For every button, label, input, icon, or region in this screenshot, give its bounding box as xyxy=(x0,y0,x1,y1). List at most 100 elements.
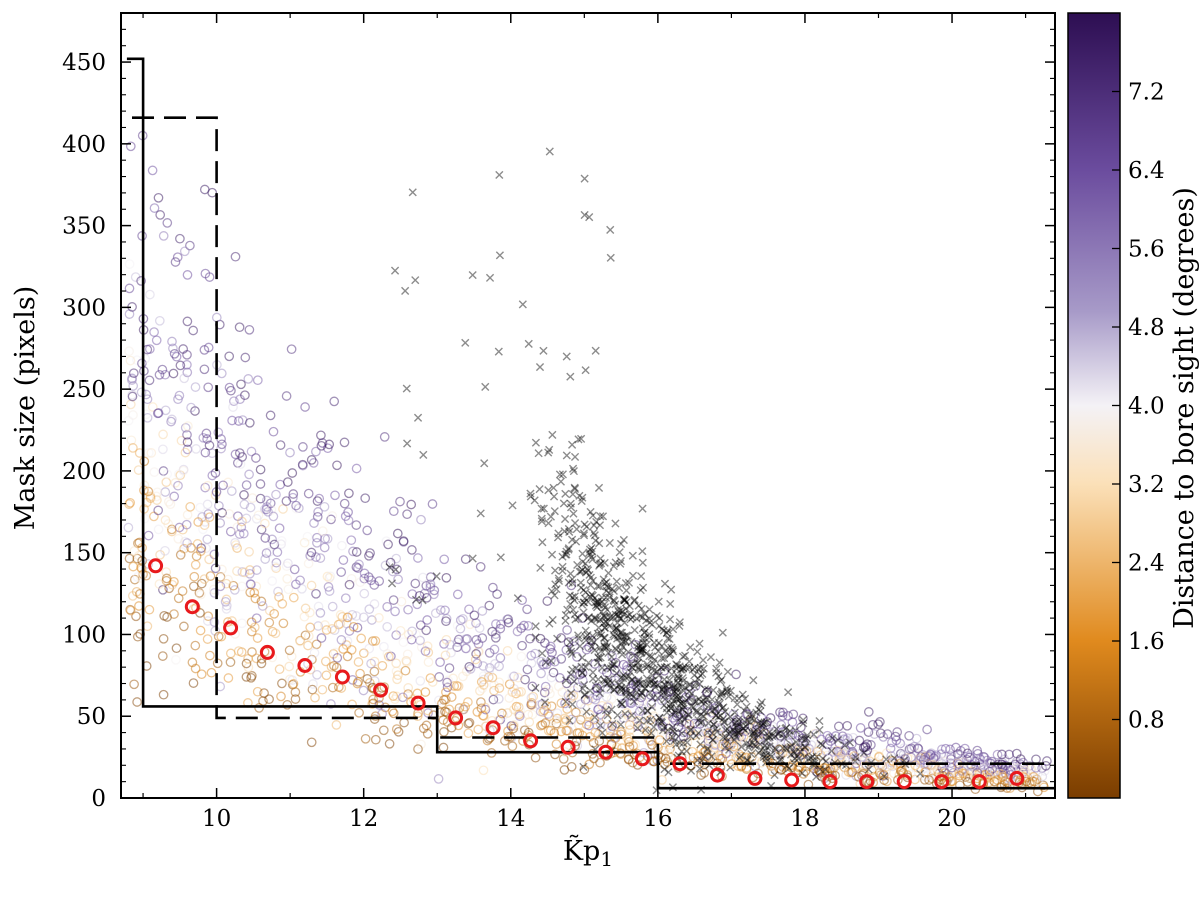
target-circle xyxy=(855,723,866,733)
outlier-x xyxy=(612,623,621,632)
outlier-x xyxy=(590,713,599,722)
target-circle xyxy=(410,629,421,640)
target-circle xyxy=(129,679,139,690)
outlier-x xyxy=(537,517,546,526)
outlier-x xyxy=(601,638,611,648)
target-circle xyxy=(676,717,687,727)
outlier-x xyxy=(714,672,723,681)
target-circle xyxy=(124,346,134,357)
target-circle xyxy=(559,717,570,728)
outlier-x xyxy=(538,538,547,547)
outlier-x xyxy=(578,600,587,609)
target-circle xyxy=(477,683,488,694)
outlier-x xyxy=(698,717,707,727)
target-circle xyxy=(319,542,330,553)
outlier-x xyxy=(559,499,568,508)
outlier-x xyxy=(594,654,603,663)
target-circle xyxy=(312,669,322,680)
target-circle xyxy=(478,765,489,776)
outlier-x xyxy=(678,663,688,672)
outlier-x xyxy=(581,588,590,597)
outlier-x xyxy=(651,683,660,692)
target-circle xyxy=(582,665,593,675)
target-circle xyxy=(902,772,913,783)
target-circle xyxy=(270,628,281,639)
outlier-x xyxy=(650,665,659,675)
outlier-x xyxy=(750,716,759,725)
outlier-x xyxy=(627,663,636,672)
outlier-x xyxy=(621,673,631,682)
target-circle xyxy=(648,711,659,721)
outlier-x xyxy=(800,742,810,751)
outlier-x xyxy=(536,563,545,572)
target-circle xyxy=(540,681,551,692)
outlier-x xyxy=(630,625,639,635)
target-circle xyxy=(539,687,550,698)
target-circle xyxy=(484,600,495,611)
outlier-x xyxy=(818,740,827,750)
target-circle xyxy=(403,683,414,693)
outlier-x xyxy=(638,624,647,633)
target-circle xyxy=(170,257,181,267)
outlier-x xyxy=(544,486,553,495)
target-circle xyxy=(236,647,247,657)
outlier-x xyxy=(711,711,721,720)
outlier-x xyxy=(694,674,703,683)
outlier-x xyxy=(638,547,647,556)
outlier-x xyxy=(637,689,647,698)
outlier-x xyxy=(684,710,693,719)
target-circle xyxy=(665,752,676,763)
target-circle xyxy=(243,374,254,384)
target-circle xyxy=(403,629,414,640)
y-tick-label: 0 xyxy=(91,786,106,812)
outlier-x xyxy=(645,688,655,698)
outlier-x xyxy=(667,643,676,652)
target-circle xyxy=(234,529,245,539)
outlier-x xyxy=(544,519,553,528)
outlier-x xyxy=(599,619,608,628)
outlier-x xyxy=(637,648,646,657)
outlier-x xyxy=(734,715,743,724)
target-circle xyxy=(286,651,297,662)
outlier-x xyxy=(692,708,701,717)
outlier-x xyxy=(573,631,583,640)
outlier-x xyxy=(676,665,685,674)
outlier-x xyxy=(640,634,650,643)
outlier-x xyxy=(669,683,678,692)
target-circle xyxy=(199,364,210,375)
target-circle xyxy=(728,736,739,747)
x-tick-label: 20 xyxy=(937,806,966,832)
target-circle xyxy=(622,661,632,672)
target-circle xyxy=(261,495,272,506)
outlier-x xyxy=(712,668,721,677)
target-circle xyxy=(460,634,471,645)
target-circle xyxy=(517,640,527,651)
target-circle xyxy=(230,537,240,548)
target-circle xyxy=(287,468,298,478)
target-circle xyxy=(839,734,849,745)
outlier-x xyxy=(629,697,638,706)
target-circle xyxy=(203,611,214,622)
outlier-x xyxy=(622,598,631,607)
target-circle xyxy=(548,667,559,678)
target-circle xyxy=(202,534,213,545)
target-circle xyxy=(465,664,476,674)
outlier-x xyxy=(570,484,580,493)
outlier-x xyxy=(584,658,593,667)
target-circle xyxy=(614,672,624,683)
outlier-x xyxy=(654,671,663,680)
outlier-x xyxy=(647,620,657,629)
target-circle xyxy=(546,701,557,712)
target-circle xyxy=(356,633,367,644)
target-circle xyxy=(221,604,232,614)
target-circle xyxy=(153,524,164,535)
target-circle xyxy=(397,692,408,703)
outlier-x xyxy=(619,594,628,604)
target-circle xyxy=(127,375,137,385)
target-circle xyxy=(374,693,384,703)
target-circle xyxy=(655,717,665,728)
target-circle xyxy=(619,698,630,708)
target-circle xyxy=(954,750,965,761)
outlier-x xyxy=(583,597,593,607)
target-circle xyxy=(556,654,567,664)
